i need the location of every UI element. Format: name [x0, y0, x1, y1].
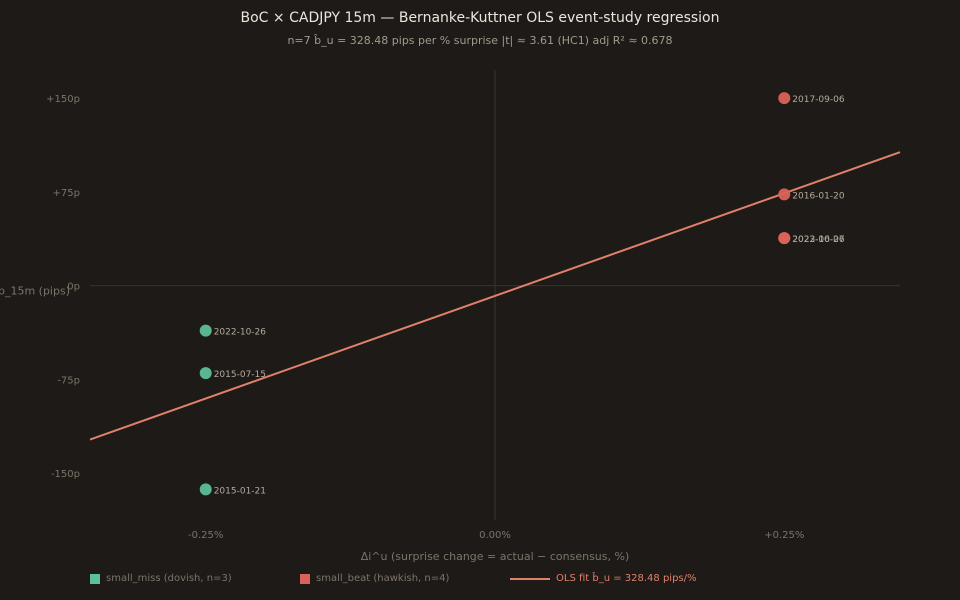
y-tick-label: -75p: [57, 375, 80, 386]
x-tick-label: +0.25%: [764, 530, 804, 541]
legend-item-ols-fit: OLS fit b̂_u = 328.48 pips/%: [510, 573, 697, 584]
legend-label-small-beat: small_beat (hawkish, n=4): [316, 573, 450, 584]
chart-title: BoC × CADJPY 15m — Bernanke-Kuttner OLS …: [240, 10, 720, 26]
point-date-label: 2015-07-15: [214, 370, 266, 380]
point-date-label: 2016-01-20: [792, 191, 845, 201]
legend-swatch-small-beat: [300, 573, 310, 584]
y-tick-label: 0p: [67, 282, 80, 293]
y-tick-label: +75p: [53, 188, 80, 199]
data-point-small-beat: [778, 92, 791, 105]
legend-swatch-small-miss: [90, 573, 100, 584]
point-date-label: 2023-06-07: [792, 235, 844, 245]
y-axis-label: Δp_15m (pips): [0, 285, 70, 298]
y-tick-label: -150p: [51, 469, 80, 480]
data-point-small-miss: [199, 324, 212, 337]
data-point-small-miss: [199, 367, 212, 380]
x-axis-label: Δi^u (surprise change = actual − consens…: [361, 550, 630, 563]
point-date-label: 2022-10-26: [214, 328, 267, 338]
legend-line-ols-fit: [510, 577, 550, 580]
chart-subtitle: n=7 b̂_u = 328.48 pips per % surprise |t…: [287, 34, 673, 47]
legend: small_miss (dovish, n=3) small_beat (haw…: [0, 573, 960, 587]
y-tick-label: +150p: [46, 94, 80, 105]
point-date-label: 2017-09-06: [792, 95, 845, 105]
point-date-label: 2015-01-21: [214, 486, 266, 496]
x-tick-label: -0.25%: [188, 530, 223, 541]
legend-label-ols-fit: OLS fit b̂_u = 328.48 pips/%: [556, 573, 697, 584]
legend-item-small-beat: small_beat (hawkish, n=4): [300, 573, 449, 584]
data-point-small-beat: [778, 188, 791, 201]
legend-item-small-miss: small_miss (dovish, n=3): [90, 573, 232, 584]
ols-fit-line: [89, 151, 901, 441]
data-point-small-miss: [199, 483, 212, 496]
point-date-label: 2022-10-26: [792, 235, 845, 245]
legend-label-small-miss: small_miss (dovish, n=3): [106, 573, 232, 584]
data-point-small-beat: [778, 232, 791, 245]
x-tick-label: 0.00%: [479, 530, 511, 541]
